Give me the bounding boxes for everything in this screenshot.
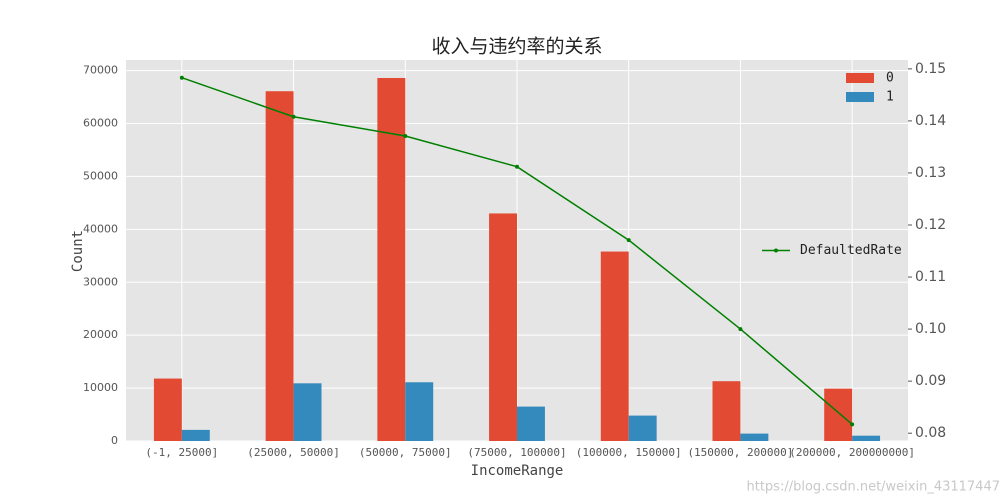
bar — [377, 77, 406, 441]
x-tick-label: (25000, 50000] — [247, 446, 340, 459]
x-tick-label: (100000, 150000] — [576, 446, 682, 459]
bar — [852, 435, 881, 441]
y2-tick-label: 0.11 — [915, 269, 946, 285]
line-marker — [738, 327, 743, 332]
y2-tick-label: 0.15 — [915, 61, 946, 77]
y-tick-label: 70000 — [83, 64, 118, 77]
y2-tick-label: 0.12 — [915, 217, 946, 233]
y2-tick-label: 0.10 — [915, 321, 946, 337]
x-tick-label: (75000, 100000] — [467, 446, 566, 459]
bar — [153, 378, 182, 441]
y2-tick-label: 0.09 — [915, 373, 946, 389]
line-marker — [850, 422, 855, 427]
y2-tick-label: 0.13 — [915, 165, 946, 181]
y-tick-label: 50000 — [83, 169, 118, 182]
legend-label: 0 — [886, 71, 894, 86]
bar — [517, 406, 545, 441]
bar — [824, 388, 853, 441]
y2-tick-label: 0.14 — [915, 113, 946, 129]
x-tick-label: (50000, 75000] — [359, 446, 452, 459]
line-marker — [291, 114, 296, 119]
legend-swatch — [846, 92, 874, 102]
line-marker — [179, 75, 184, 80]
y-tick-label: 10000 — [83, 381, 118, 394]
bar — [600, 251, 629, 441]
bar — [181, 429, 210, 441]
y2-tick-label: 0.08 — [915, 425, 946, 441]
x-tick-label: (-1, 25000] — [145, 446, 218, 459]
line-marker — [515, 164, 519, 169]
bar — [740, 433, 769, 441]
y-tick-label: 30000 — [83, 275, 118, 288]
bar — [628, 415, 657, 441]
line-marker — [403, 133, 408, 138]
line-marker — [626, 238, 631, 243]
bar — [712, 381, 741, 441]
legend-label: DefaultedRate — [800, 243, 902, 258]
bar — [265, 91, 294, 442]
chart-title: 收入与违约率的关系 — [431, 36, 602, 58]
legend-label: 1 — [886, 90, 894, 105]
bar — [489, 213, 517, 441]
legend-marker — [774, 248, 778, 253]
y-axis-label: Count — [70, 230, 86, 272]
y-tick-label: 0 — [111, 434, 118, 447]
watermark: https://blog.csdn.net/weixin_43117447 — [746, 480, 1000, 495]
bar — [293, 383, 322, 441]
x-tick-label: (200000, 200000000] — [789, 446, 915, 459]
y-tick-label: 40000 — [83, 222, 118, 235]
legend-swatch — [846, 73, 874, 83]
x-axis-label: IncomeRange — [471, 463, 564, 479]
x-tick-label: (150000, 200000] — [687, 446, 793, 459]
y-tick-label: 60000 — [83, 117, 118, 130]
y-tick-label: 20000 — [83, 328, 118, 341]
bar — [405, 382, 434, 441]
